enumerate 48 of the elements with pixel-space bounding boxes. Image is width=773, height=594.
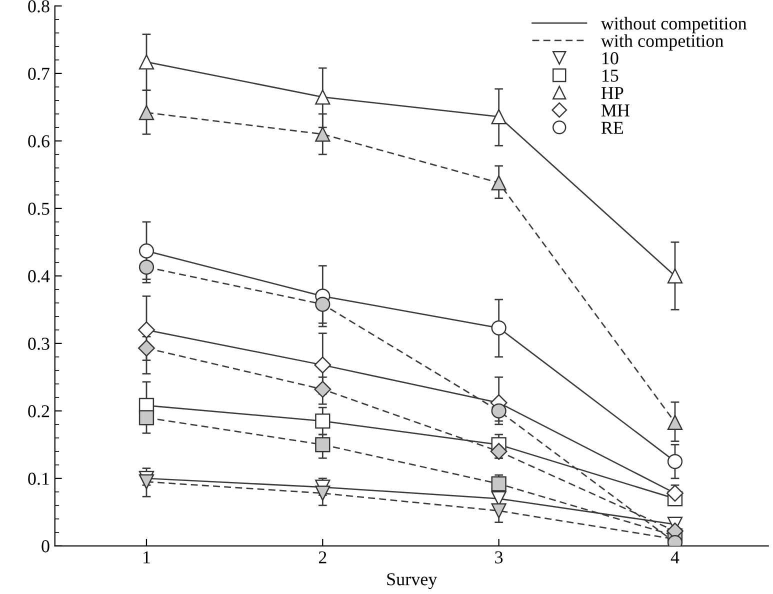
point (138, 340, 155, 357)
point (138, 105, 154, 120)
point (491, 109, 506, 124)
point (491, 175, 506, 190)
legend-label: without competition (600, 16, 747, 34)
legend-label: MH (601, 104, 630, 116)
point (315, 126, 330, 142)
y-tick-label: 0.4 (28, 270, 50, 282)
point (138, 474, 154, 490)
legend-label: 10 (602, 52, 618, 64)
legend-label: HP (601, 87, 624, 99)
point (667, 414, 683, 430)
point (138, 321, 155, 338)
point (138, 260, 154, 275)
point (315, 296, 330, 312)
y-tick-label: 0.3 (28, 338, 50, 350)
y-tick-label: 0.1 (28, 472, 49, 485)
x-tick-label: 2 (318, 551, 326, 564)
point (491, 320, 506, 336)
point (138, 243, 154, 259)
point (666, 484, 684, 502)
legend-label: 15 (602, 70, 618, 82)
x-axis-title: Survey (387, 573, 438, 590)
point (667, 268, 683, 284)
point (314, 356, 332, 374)
y-tick-label: 0.2 (28, 405, 50, 418)
x-tick-label: 4 (670, 551, 680, 564)
point (138, 410, 154, 426)
y-tick-label: 0.7 (28, 68, 50, 80)
y-tick-label: 0.8 (28, 0, 50, 12)
point (314, 380, 332, 398)
point (667, 454, 683, 470)
x-tick-label: 3 (495, 551, 503, 564)
point (491, 503, 506, 518)
y-tick-label: 0.5 (28, 202, 50, 215)
point (491, 403, 506, 418)
y-tick-label: 0 (42, 540, 50, 552)
point (490, 442, 508, 460)
point (315, 486, 330, 501)
y-tick-label: 0.6 (28, 135, 50, 148)
point (315, 89, 330, 105)
point (315, 413, 330, 429)
legend-label: with competition (600, 34, 724, 51)
point (491, 476, 506, 492)
point (138, 54, 154, 70)
point (315, 437, 330, 452)
legend-label: RE (601, 122, 624, 134)
x-tick-label: 1 (144, 551, 150, 564)
